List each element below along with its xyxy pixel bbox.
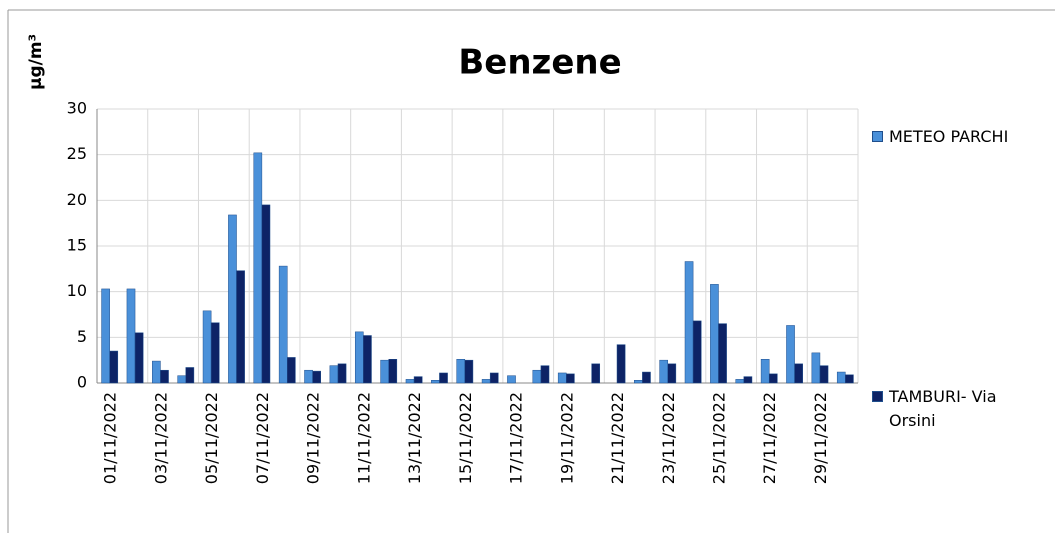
x-tick-label: 13/11/2022 — [405, 392, 424, 484]
bar — [532, 369, 542, 384]
bar — [329, 365, 339, 384]
bar — [185, 367, 195, 384]
y-tick-label: 5 — [77, 327, 87, 346]
bar — [489, 372, 499, 384]
bar — [236, 270, 245, 384]
bar — [634, 380, 643, 384]
bar — [566, 373, 575, 384]
x-tick-label: 11/11/2022 — [354, 392, 373, 484]
bar — [109, 350, 119, 384]
bar — [253, 152, 263, 384]
y-axis-label: µg/m³ — [26, 34, 46, 90]
x-tick-label: 19/11/2022 — [557, 392, 576, 484]
y-tick-label: 25 — [67, 144, 87, 163]
bar — [540, 365, 550, 384]
bar — [507, 375, 516, 384]
bar — [710, 284, 719, 384]
y-tick-label: 20 — [67, 190, 87, 209]
legend-label: TAMBURI- Via Orsini — [889, 387, 997, 430]
legend-label: METEO PARCHI — [889, 127, 1009, 146]
bar — [786, 325, 795, 384]
bar — [228, 214, 237, 384]
bar — [642, 371, 651, 384]
y-tick-label: 15 — [67, 236, 87, 255]
bar — [388, 359, 398, 384]
y-tick-label: 30 — [67, 99, 87, 118]
x-tick-label: 17/11/2022 — [507, 392, 526, 484]
bar — [667, 363, 677, 384]
bar — [363, 335, 372, 384]
bar — [692, 320, 702, 384]
bar — [134, 332, 144, 384]
x-tick-label: 23/11/2022 — [659, 392, 678, 484]
bar — [304, 369, 313, 384]
x-tick-label: 25/11/2022 — [709, 392, 728, 484]
legend-swatch — [872, 131, 883, 142]
bar — [591, 363, 601, 384]
x-tick-label: 29/11/2022 — [811, 392, 830, 484]
bar — [616, 344, 626, 384]
bar — [836, 371, 846, 384]
bar — [845, 374, 854, 384]
bar — [659, 359, 669, 384]
legend-swatch — [872, 391, 883, 402]
bar — [481, 379, 491, 384]
bar — [768, 373, 778, 384]
bar — [261, 204, 271, 384]
bar — [456, 359, 466, 384]
x-tick-label: 07/11/2022 — [253, 392, 272, 484]
x-tick-label: 27/11/2022 — [760, 392, 779, 484]
legend-item: METEO PARCHI — [872, 125, 1042, 149]
bar — [278, 265, 288, 384]
x-tick-label: 03/11/2022 — [151, 392, 170, 484]
chart-title: Benzene — [458, 43, 621, 83]
bar — [760, 359, 770, 384]
bar — [380, 359, 389, 384]
bar — [718, 323, 727, 384]
bar — [126, 288, 136, 384]
bar — [287, 357, 296, 384]
bar — [101, 288, 110, 384]
bar — [177, 375, 187, 384]
x-tick-label: 09/11/2022 — [304, 392, 323, 484]
x-tick-label: 21/11/2022 — [608, 392, 627, 484]
bar — [439, 372, 448, 384]
bar — [405, 379, 415, 384]
y-tick-label: 0 — [77, 373, 87, 392]
bar — [735, 379, 745, 384]
bar — [210, 322, 220, 384]
bar — [413, 376, 423, 384]
bar — [557, 372, 567, 384]
bar — [464, 359, 474, 384]
bar — [431, 380, 440, 384]
bar — [337, 363, 347, 384]
bar — [202, 310, 212, 384]
bar — [684, 261, 694, 384]
y-tick-label: 10 — [67, 281, 87, 300]
x-tick-label: 15/11/2022 — [456, 392, 475, 484]
bar — [743, 376, 753, 384]
bar — [152, 360, 161, 384]
bar — [811, 352, 821, 384]
bar — [160, 369, 169, 384]
bar — [819, 365, 829, 384]
bar — [312, 370, 321, 384]
bar — [794, 363, 803, 384]
x-tick-label: 05/11/2022 — [202, 392, 221, 484]
legend-item: TAMBURI- Via Orsini — [872, 385, 1042, 433]
bar — [354, 331, 364, 384]
x-tick-label: 01/11/2022 — [101, 392, 120, 484]
